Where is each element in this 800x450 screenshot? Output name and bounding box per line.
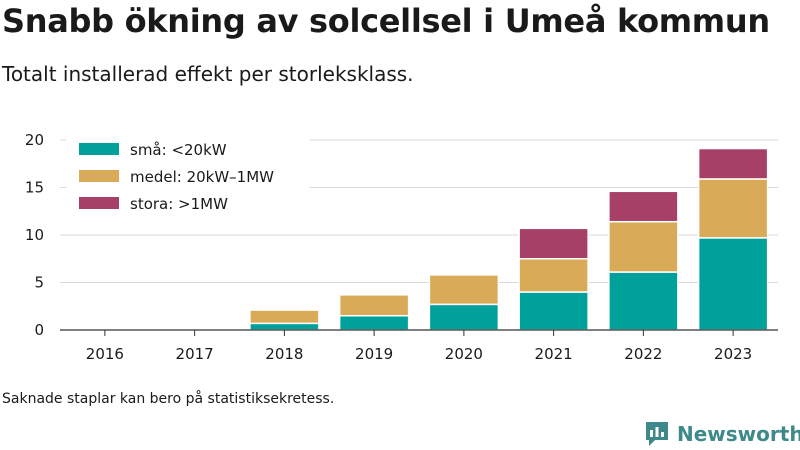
brand-name: Newsworthy <box>677 422 800 446</box>
bar-segment <box>518 258 589 293</box>
bar-segment <box>249 322 320 331</box>
bar-segment <box>518 291 589 331</box>
chart-subtitle: Totalt installerad effekt per storlekskl… <box>2 62 414 86</box>
x-tick-label: 2023 <box>714 345 752 363</box>
bar-segment <box>608 271 679 331</box>
x-tick-label: 2020 <box>445 345 483 363</box>
bar-segment <box>518 227 589 260</box>
newsworthy-icon <box>646 422 668 446</box>
legend-swatch <box>79 197 119 209</box>
bar-segment <box>338 294 410 317</box>
bar-segment <box>697 178 769 239</box>
y-tick-label: 0 <box>34 321 44 339</box>
legend-label: medel: 20kW–1MW <box>130 168 274 186</box>
y-tick-label: 20 <box>25 131 44 149</box>
bar-segment <box>338 315 410 331</box>
x-tick-label: 2018 <box>265 345 303 363</box>
bar-segment <box>697 147 769 180</box>
legend-swatch <box>79 170 119 182</box>
legend-swatch <box>79 143 119 155</box>
y-tick-label: 15 <box>25 179 44 197</box>
newsworthy-logo: Newsworthy <box>644 419 800 449</box>
bar-segment <box>697 237 769 331</box>
x-tick-label: 2021 <box>535 345 573 363</box>
y-tick-label: 10 <box>25 226 44 244</box>
x-tick-label: 2016 <box>86 345 124 363</box>
bar-segment <box>428 274 500 306</box>
bar-segment <box>249 309 320 325</box>
x-tick-label: 2022 <box>624 345 662 363</box>
bar-segment <box>428 303 500 331</box>
bar-segment <box>608 220 679 273</box>
legend-label: stora: >1MW <box>130 195 228 213</box>
stacked-bar-chart: 0 5 10 15 20 2016 2017 2018 2019 2020 2021 2022 2023… <box>25 131 778 363</box>
y-tick-label: 5 <box>34 274 44 292</box>
chart-title: Snabb ökning av solcellsel i Umeå kommun <box>2 2 770 40</box>
bar-segment <box>608 190 679 223</box>
x-tick-label: 2017 <box>176 345 214 363</box>
legend-label: små: <20kW <box>130 141 227 159</box>
footnote: Saknade staplar kan bero på statistiksek… <box>2 391 335 407</box>
x-tick-label: 2019 <box>355 345 393 363</box>
